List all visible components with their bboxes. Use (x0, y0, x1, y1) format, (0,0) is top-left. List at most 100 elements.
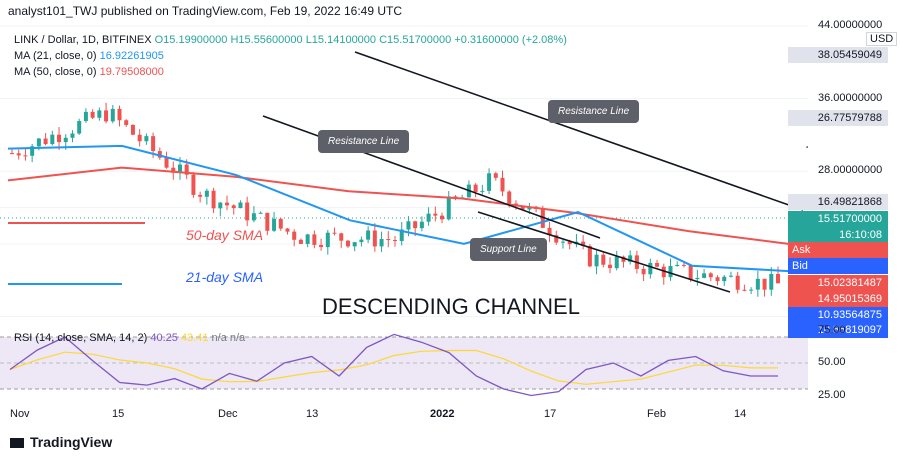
candle-body (641, 268, 646, 275)
candle-body (198, 194, 203, 197)
candle-body (446, 196, 451, 220)
rsi-chart[interactable] (0, 324, 808, 402)
candle-body (372, 230, 377, 247)
candle-body (345, 240, 350, 247)
candle-body (527, 206, 532, 210)
candle-body (386, 239, 391, 241)
candle-body (594, 254, 599, 267)
date-tick: 14 (734, 408, 747, 420)
candle-body (251, 213, 256, 221)
candle-body (379, 239, 384, 247)
candle-body (83, 111, 88, 122)
candle-body (104, 110, 109, 122)
price-tag: 14.95015369 (788, 291, 888, 307)
candle-body (554, 235, 559, 243)
candle-body (130, 124, 135, 135)
candle-body (648, 262, 653, 275)
price-tag: 10.86819097 (788, 322, 888, 338)
candle-body (325, 232, 330, 248)
price-tag: 10.93564875 (788, 307, 888, 323)
quote-side-label: Ask (792, 244, 811, 256)
candle-body (426, 213, 431, 222)
candle-body (728, 275, 733, 277)
candle-body (655, 262, 660, 267)
candle-body (332, 232, 337, 234)
price-tag: 38.05459049 (788, 47, 888, 63)
pattern-title: DESCENDING CHANNEL (322, 294, 580, 319)
candle-body (258, 212, 263, 214)
rsi-tick: 50.00 (818, 356, 846, 368)
candle-body (668, 266, 673, 278)
candle-body (722, 276, 727, 282)
channel-upper-line (354, 51, 804, 211)
candle-body (164, 157, 169, 168)
candle-body (359, 239, 364, 243)
candle-body (70, 133, 75, 138)
candle-body (433, 213, 438, 216)
price-tag: 26.77579788 (788, 110, 888, 126)
candle-body (63, 137, 68, 143)
candle-body (735, 275, 740, 290)
candle-body (413, 221, 418, 229)
candle-body (16, 153, 21, 156)
channel-middle-line (262, 115, 601, 239)
candle-body (708, 273, 713, 278)
date-tick: Nov (10, 408, 30, 420)
candle-body (225, 202, 230, 206)
candle-body (769, 273, 774, 290)
candle-body (440, 215, 445, 220)
candle-body (272, 218, 277, 231)
support-bubble: Support Line (470, 238, 547, 261)
candle-body (238, 202, 243, 209)
candle-body (57, 134, 62, 143)
candle-body (614, 256, 619, 269)
candle-body (567, 241, 572, 245)
resistance-bubble-right: Resistance Line (548, 100, 640, 123)
ma21-label: MA (21, close, 0) (14, 50, 97, 62)
candle-body (305, 234, 310, 244)
candle-body (661, 266, 666, 278)
candle-body (776, 273, 780, 284)
ma50-label: MA (50, close, 0) (14, 66, 97, 78)
candle-body (292, 231, 297, 240)
price-tag: 15.51700000 (788, 211, 888, 227)
candle-body (352, 242, 357, 247)
ma50-line (7, 166, 804, 247)
candle-body (117, 108, 122, 121)
candle-body (36, 138, 41, 147)
ma21-annotation: 21-day SMA (185, 269, 263, 285)
candle-body (540, 208, 545, 228)
candle-body (90, 111, 95, 118)
candle-body (520, 205, 525, 210)
candle-body (30, 146, 35, 156)
candle-body (688, 265, 693, 280)
candle-body (715, 277, 720, 282)
rsi-tick: 25.00 (818, 388, 846, 401)
candle-body (231, 205, 236, 209)
candle-body (473, 184, 478, 192)
tradingview-logo[interactable]: TradingView (10, 434, 112, 450)
currency-label[interactable]: USD (866, 32, 898, 46)
candle-body (702, 273, 707, 278)
candle-body (43, 138, 48, 145)
candle-body (191, 174, 196, 195)
rsi-value: 40.25 (150, 332, 178, 344)
candle-body (319, 244, 324, 248)
price-tag: 16:10:08 (788, 227, 888, 243)
candle-body (560, 241, 565, 243)
date-tick: Dec (218, 408, 238, 420)
date-tick: Feb (647, 408, 666, 420)
candle-body (157, 151, 162, 158)
candle-body (144, 136, 149, 142)
candle-body (77, 121, 82, 134)
candle-body (547, 227, 552, 236)
candle-body (97, 110, 102, 118)
candle-body (507, 191, 512, 204)
candle-body (50, 134, 55, 145)
rsi-line (9, 333, 778, 397)
price-chart[interactable]: 50-day SMA 21-day SMA DESCENDING CHANNEL… (0, 22, 808, 324)
candle-body (587, 245, 592, 267)
tradingview-icon (10, 438, 24, 449)
price-tag: 16.49821868 (788, 194, 888, 210)
